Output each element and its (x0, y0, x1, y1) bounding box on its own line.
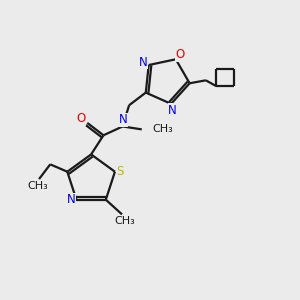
Text: N: N (168, 104, 177, 117)
Text: S: S (116, 165, 124, 178)
Text: N: N (67, 193, 76, 206)
Text: O: O (176, 48, 185, 62)
Text: N: N (138, 56, 147, 69)
Text: CH₃: CH₃ (114, 216, 135, 226)
Text: O: O (76, 112, 86, 125)
Text: CH₃: CH₃ (152, 124, 173, 134)
Text: CH₃: CH₃ (27, 181, 48, 190)
Text: N: N (119, 113, 128, 127)
